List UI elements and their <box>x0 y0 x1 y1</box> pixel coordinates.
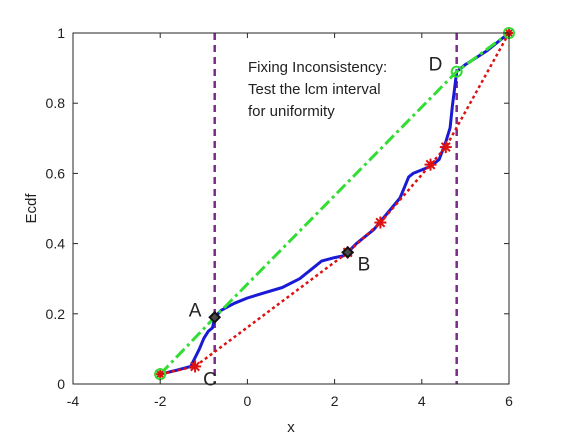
y-tick-label: 0.4 <box>46 236 66 252</box>
star-stroke <box>440 142 451 153</box>
lcm-circle-marker <box>450 65 463 78</box>
x-axis-title: x <box>287 419 295 436</box>
y-tick-label: 0.2 <box>46 306 66 322</box>
point-label: C <box>203 369 217 390</box>
annotation-line: for uniformity <box>248 103 335 120</box>
x-tick-label: 6 <box>505 393 513 409</box>
star-stroke <box>375 217 386 228</box>
y-axis-title: Ecdf <box>23 193 40 224</box>
y-tick-label: 0.8 <box>46 95 66 111</box>
x-tick-label: -2 <box>154 393 167 409</box>
x-tick-label: 0 <box>244 393 252 409</box>
y-tick-label: 0.6 <box>46 165 66 181</box>
point-label: B <box>358 254 371 275</box>
ticks: -4 -2 0 2 4 6 0 0.2 0.4 0.6 0.8 1 <box>46 25 514 409</box>
x-tick-label: 2 <box>331 393 339 409</box>
axes-box <box>72 32 510 385</box>
series-line-lcm <box>159 31 510 376</box>
x-tick-label: -4 <box>67 393 80 409</box>
star-stroke <box>425 159 436 170</box>
star-stroke <box>155 369 166 380</box>
y-tick-label: 1 <box>57 25 65 41</box>
annotation-line: Fixing Inconsistency: <box>248 59 387 76</box>
gcm-star-marker <box>424 158 437 171</box>
series-line-ecdf <box>159 31 510 376</box>
point-marker-diamond <box>341 245 355 259</box>
gcm-star-marker <box>189 360 202 373</box>
point-label: A <box>189 300 202 321</box>
x-tick-label: 4 <box>418 393 426 409</box>
point-label: D <box>429 55 443 76</box>
annotation-line: Test the lcm interval <box>248 81 381 98</box>
gcm-star-marker <box>439 141 452 154</box>
star-stroke <box>190 361 201 372</box>
point-marker-diamond <box>208 310 222 324</box>
y-tick-label: 0 <box>57 376 65 392</box>
plot-content: A B C D <box>154 27 515 390</box>
gcm-star-marker <box>374 216 387 229</box>
